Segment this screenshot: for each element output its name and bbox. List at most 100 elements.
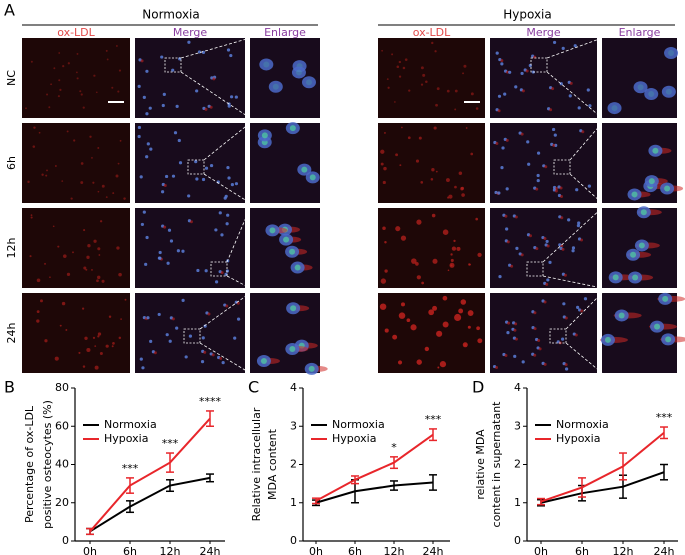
error-bar bbox=[390, 456, 398, 470]
nucleus-core bbox=[662, 295, 669, 302]
red-signal bbox=[465, 127, 468, 129]
micrograph bbox=[22, 208, 130, 288]
red-signal bbox=[384, 240, 387, 244]
nucleus bbox=[562, 302, 566, 306]
nucleus bbox=[536, 178, 540, 183]
error-bar bbox=[206, 410, 214, 427]
red-signal bbox=[451, 246, 457, 251]
nucleus bbox=[139, 357, 143, 361]
significance: **** bbox=[199, 395, 222, 408]
error-bar bbox=[660, 426, 668, 440]
nucleus bbox=[225, 269, 230, 273]
row-label: 6h bbox=[5, 156, 18, 170]
nucleus bbox=[201, 50, 206, 54]
nucleus bbox=[587, 184, 591, 188]
red-signal bbox=[203, 350, 207, 354]
nucleus bbox=[234, 95, 238, 99]
red-signal bbox=[398, 60, 402, 64]
red-signal bbox=[445, 178, 450, 183]
legend-label: Normoxia bbox=[332, 418, 385, 431]
red-signal bbox=[475, 107, 479, 110]
red-signal bbox=[442, 321, 449, 328]
red-signal bbox=[560, 244, 564, 248]
micrograph bbox=[378, 38, 485, 118]
nucleus bbox=[577, 106, 581, 110]
nucleus bbox=[607, 102, 622, 115]
y-axis-label: content in supernatant bbox=[490, 401, 503, 528]
micrograph bbox=[602, 293, 677, 373]
red-signal bbox=[53, 67, 56, 70]
red-signal bbox=[450, 253, 453, 256]
significance: *** bbox=[656, 411, 673, 424]
red-signal bbox=[101, 279, 105, 283]
nucleus bbox=[162, 92, 166, 96]
red-signal bbox=[40, 299, 43, 303]
red-signal bbox=[44, 262, 46, 265]
legend-label: Hypoxia bbox=[332, 432, 376, 445]
red-signal bbox=[549, 108, 553, 112]
red-signal bbox=[94, 345, 97, 347]
significance: * bbox=[391, 441, 397, 454]
nucleus bbox=[158, 256, 162, 260]
red-signal bbox=[105, 344, 109, 348]
x-tick-label: 12h bbox=[384, 545, 405, 555]
red-signal bbox=[436, 330, 443, 337]
y-tick-label: 80 bbox=[55, 381, 69, 394]
nucleus bbox=[141, 366, 145, 370]
red-signal bbox=[82, 365, 86, 368]
column-label: Enlarge bbox=[619, 26, 661, 39]
nucleus bbox=[527, 162, 531, 166]
red-signal bbox=[431, 213, 436, 218]
nucleus bbox=[139, 175, 143, 179]
red-signal bbox=[106, 58, 109, 61]
error-bar bbox=[578, 477, 586, 498]
legend-label: Hypoxia bbox=[556, 432, 600, 445]
group-title: Normoxia bbox=[142, 8, 200, 22]
red-signal bbox=[57, 245, 60, 248]
x-tick-label: 6h bbox=[123, 545, 137, 555]
nucleus bbox=[553, 133, 557, 137]
red-signal bbox=[105, 196, 108, 199]
x-tick-label: 24h bbox=[423, 545, 444, 555]
red-signal bbox=[97, 332, 102, 336]
red-signal bbox=[384, 269, 388, 273]
red-signal bbox=[475, 217, 478, 221]
nucleus-core bbox=[668, 50, 675, 57]
red-signal bbox=[83, 266, 87, 270]
micrograph bbox=[250, 208, 320, 288]
nucleus-core bbox=[630, 251, 637, 258]
red-signal bbox=[80, 162, 84, 165]
nucleus bbox=[142, 95, 146, 99]
red-signal bbox=[108, 315, 112, 318]
red-signal bbox=[454, 89, 458, 93]
red-signal bbox=[495, 142, 499, 146]
nucleus bbox=[505, 187, 509, 191]
nucleus bbox=[291, 66, 306, 79]
nucleus bbox=[158, 250, 162, 255]
zoom-line bbox=[180, 37, 251, 59]
error-bar bbox=[429, 428, 437, 442]
row-label: 24h bbox=[5, 322, 18, 343]
nucleus bbox=[536, 151, 541, 155]
red-signal bbox=[91, 157, 93, 159]
nucleus bbox=[633, 81, 648, 94]
nucleus bbox=[583, 297, 588, 301]
red-signal bbox=[118, 272, 122, 277]
error-bar bbox=[390, 480, 398, 491]
nucleus bbox=[149, 339, 153, 344]
red-signal bbox=[80, 93, 83, 96]
nucleus-core bbox=[654, 323, 661, 330]
nucleus bbox=[230, 183, 234, 187]
nucleus bbox=[214, 228, 218, 232]
group-title: Hypoxia bbox=[503, 8, 552, 22]
nucleus bbox=[173, 131, 178, 135]
red-signal bbox=[533, 327, 537, 331]
red-signal bbox=[543, 300, 547, 304]
red-signal bbox=[447, 269, 450, 272]
red-signal bbox=[396, 65, 400, 69]
x-tick-label: 6h bbox=[348, 545, 362, 555]
nucleus bbox=[201, 336, 205, 340]
nucleus bbox=[218, 211, 222, 215]
nucleus bbox=[226, 48, 231, 52]
red-signal bbox=[59, 88, 62, 91]
